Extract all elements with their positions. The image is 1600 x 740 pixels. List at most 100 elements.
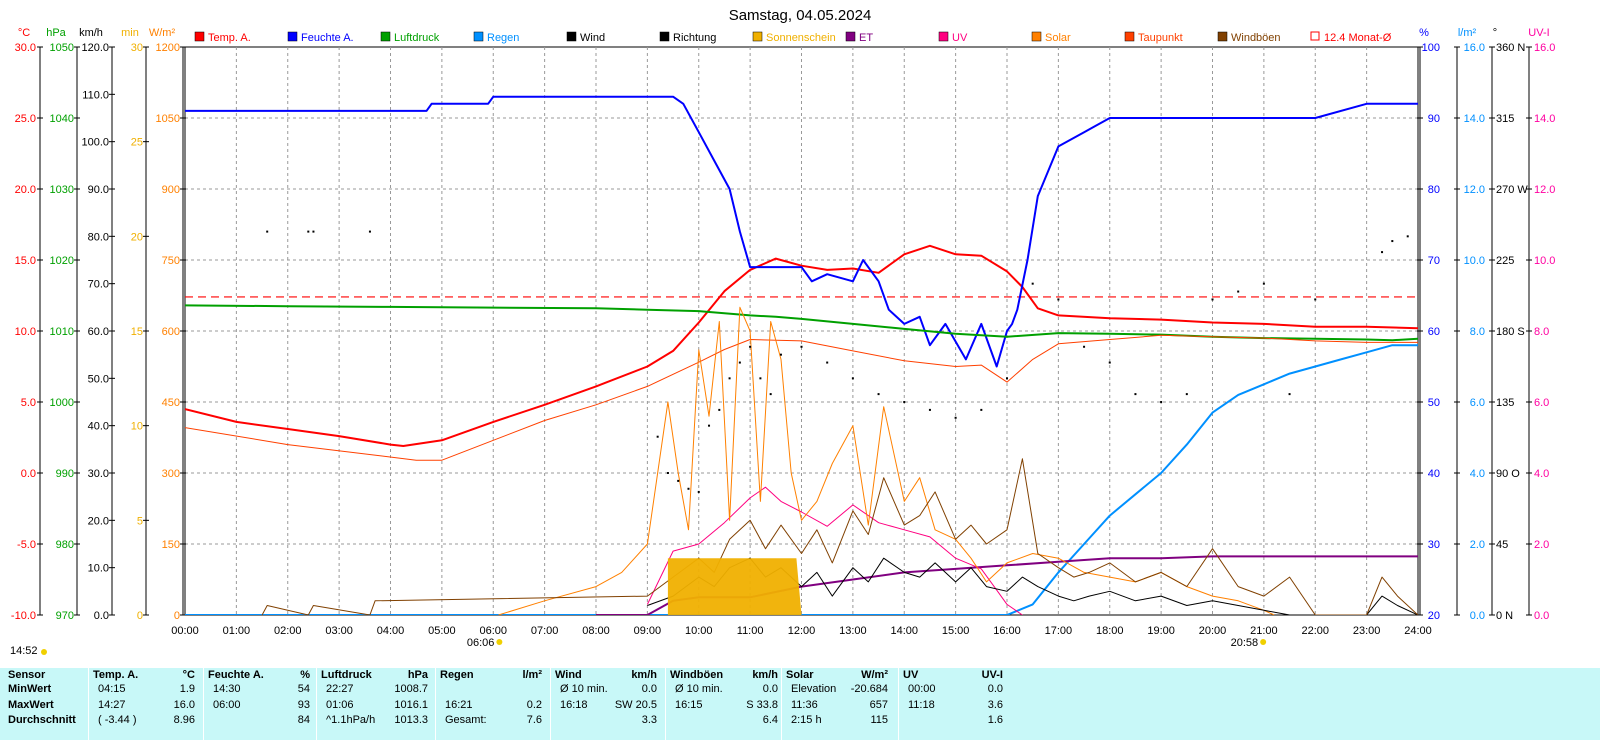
wind-direction-point: [738, 361, 741, 364]
wind-axis-tick-label: 20.0: [88, 515, 109, 527]
stat-cell-value: 6.4: [762, 714, 778, 726]
wind-direction-point: [368, 230, 371, 233]
wind-direction-point: [1185, 393, 1188, 396]
legend-label: Temp. A.: [208, 32, 251, 44]
solar-axis-tick-label: 300: [162, 468, 180, 480]
press-axis-tick-label: 980: [56, 539, 74, 551]
wind-axis-tick-label: 80.0: [88, 231, 109, 243]
solar-axis-tick-label: 1050: [156, 113, 180, 125]
stat-column-unit: °C: [182, 669, 195, 681]
x-axis-tick-label: 17:00: [1045, 625, 1073, 637]
solar-axis-tick-label: 600: [162, 326, 180, 338]
wind-direction-point: [1134, 393, 1137, 396]
wind-direction-point: [1160, 401, 1163, 403]
wind-direction-point: [1406, 235, 1409, 238]
legend-label: Taupunkt: [1138, 32, 1183, 44]
uv-axis-tick-label: 12.0: [1534, 184, 1555, 196]
x-axis-tick-label: 13:00: [839, 625, 867, 637]
sunrise-sun-icon: [496, 639, 503, 645]
press-axis-tick-label: 1000: [50, 397, 74, 409]
dir-axis-tick-label: 0 N: [1496, 610, 1513, 622]
temp-axis-tick-label: 20.0: [15, 184, 36, 196]
legend-swatch: [1217, 31, 1228, 42]
stat-column-header: Feuchte A.: [208, 669, 264, 681]
stat-column-unit: km/h: [631, 669, 657, 681]
series-line-temp-a-: [185, 244, 1418, 447]
x-axis-tick-label: 10:00: [685, 625, 713, 637]
solar-axis-tick-label: 900: [162, 184, 180, 196]
wind-direction-point: [1108, 361, 1111, 364]
legend-label: Sonnenschein: [766, 32, 836, 44]
weather-chart: 30.025.020.015.010.05.00.0-5.0-10.0°C105…: [10, 7, 1555, 657]
sunrise-label: 06:06: [467, 637, 495, 649]
stat-cell-value: 7.6: [526, 714, 542, 726]
sun-axis-tick-label: 0: [137, 610, 143, 622]
legend-label: Luftdruck: [394, 32, 440, 44]
series-area-sonnenschein: [667, 558, 802, 615]
stat-cell-sub: 01:06: [326, 698, 354, 711]
stat-cell-value: 16.0: [173, 698, 195, 711]
stat-column-header: Solar: [786, 669, 814, 681]
legend-label: Richtung: [673, 32, 716, 44]
wind-axis-tick-label: 50.0: [88, 373, 109, 385]
sunset-sun-icon: [1260, 639, 1267, 645]
series-line-uv: [646, 486, 1023, 615]
temp-axis-tick-label: -10.0: [11, 610, 36, 622]
stat-row-label: MaxWert: [8, 698, 54, 711]
stat-column-header: Windböen: [670, 669, 724, 681]
stat-cell-value: 1.6: [987, 714, 1003, 726]
stat-cell-sub: 14:27: [98, 698, 126, 711]
stat-column-header: UV: [903, 669, 919, 681]
x-axis-tick-label: 21:00: [1250, 625, 1278, 637]
stat-column-header: Wind: [555, 669, 582, 681]
rain-axis-tick-label: 4.0: [1470, 468, 1485, 480]
rain-axis-tick-label: 6.0: [1470, 397, 1485, 409]
stat-column-header: Luftdruck: [321, 669, 372, 681]
x-axis-tick-label: 23:00: [1353, 625, 1381, 637]
legend-label: Regen: [487, 32, 519, 44]
wind-axis-tick-label: 90.0: [88, 184, 109, 196]
wind-direction-point: [687, 487, 690, 490]
stat-cell-sub: Ø 10 min.: [675, 683, 723, 695]
wind-direction-point: [1006, 377, 1008, 380]
wind-direction-point: [851, 377, 854, 380]
solar-axis-tick-label: 450: [162, 397, 180, 409]
wind-direction-point: [877, 393, 880, 396]
dir-axis-tick-label: 90 O: [1496, 468, 1520, 480]
stat-column-unit: km/h: [752, 669, 778, 681]
series-line-taupunkt: [185, 334, 1418, 461]
legend-label: Wind: [580, 32, 605, 44]
stat-cell-sub: 16:21: [445, 698, 473, 711]
stat-cell-sub: 11:36: [791, 698, 818, 711]
stat-cell-sub: 04:15: [98, 683, 126, 695]
press-axis-tick-label: 970: [56, 610, 74, 622]
hum-axis-tick-label: 70: [1428, 255, 1440, 267]
legend-swatch: [1310, 31, 1320, 41]
stat-cell-sub: 06:00: [213, 698, 241, 711]
stat-cell-value: S 33.8: [746, 698, 778, 711]
x-axis-tick-label: 19:00: [1147, 625, 1175, 637]
stat-cell-value: 0.2: [526, 698, 542, 711]
wind-direction-point: [980, 408, 983, 411]
stat-cell-value: 3.6: [987, 698, 1003, 711]
rain-axis-unit: l/m²: [1458, 27, 1477, 39]
current-time-label: 14:52: [10, 645, 38, 657]
wind-direction-point: [1391, 240, 1394, 243]
stat-cell-value: -20.684: [850, 683, 888, 695]
stat-row-label: MinWert: [8, 683, 52, 695]
wind-direction-point: [800, 345, 803, 348]
legend-swatch: [938, 31, 949, 42]
stat-column-unit: %: [300, 669, 310, 681]
sun-axis-tick-label: 15: [131, 326, 143, 338]
dir-axis-tick-label: 180 S: [1496, 326, 1525, 338]
dir-axis-tick-label: 270 W: [1496, 184, 1528, 196]
stat-cell-value: SW 20.5: [614, 698, 657, 711]
stat-cell-value: 84: [297, 714, 310, 726]
hum-axis-tick-label: 80: [1428, 184, 1440, 196]
uv-axis-tick-label: 2.0: [1534, 539, 1549, 551]
column-separator: [781, 668, 782, 740]
wind-axis-unit: km/h: [79, 27, 103, 39]
x-axis-tick-label: 05:00: [428, 625, 456, 637]
uv-axis-tick-label: 6.0: [1534, 397, 1549, 409]
press-axis-tick-label: 990: [56, 468, 74, 480]
